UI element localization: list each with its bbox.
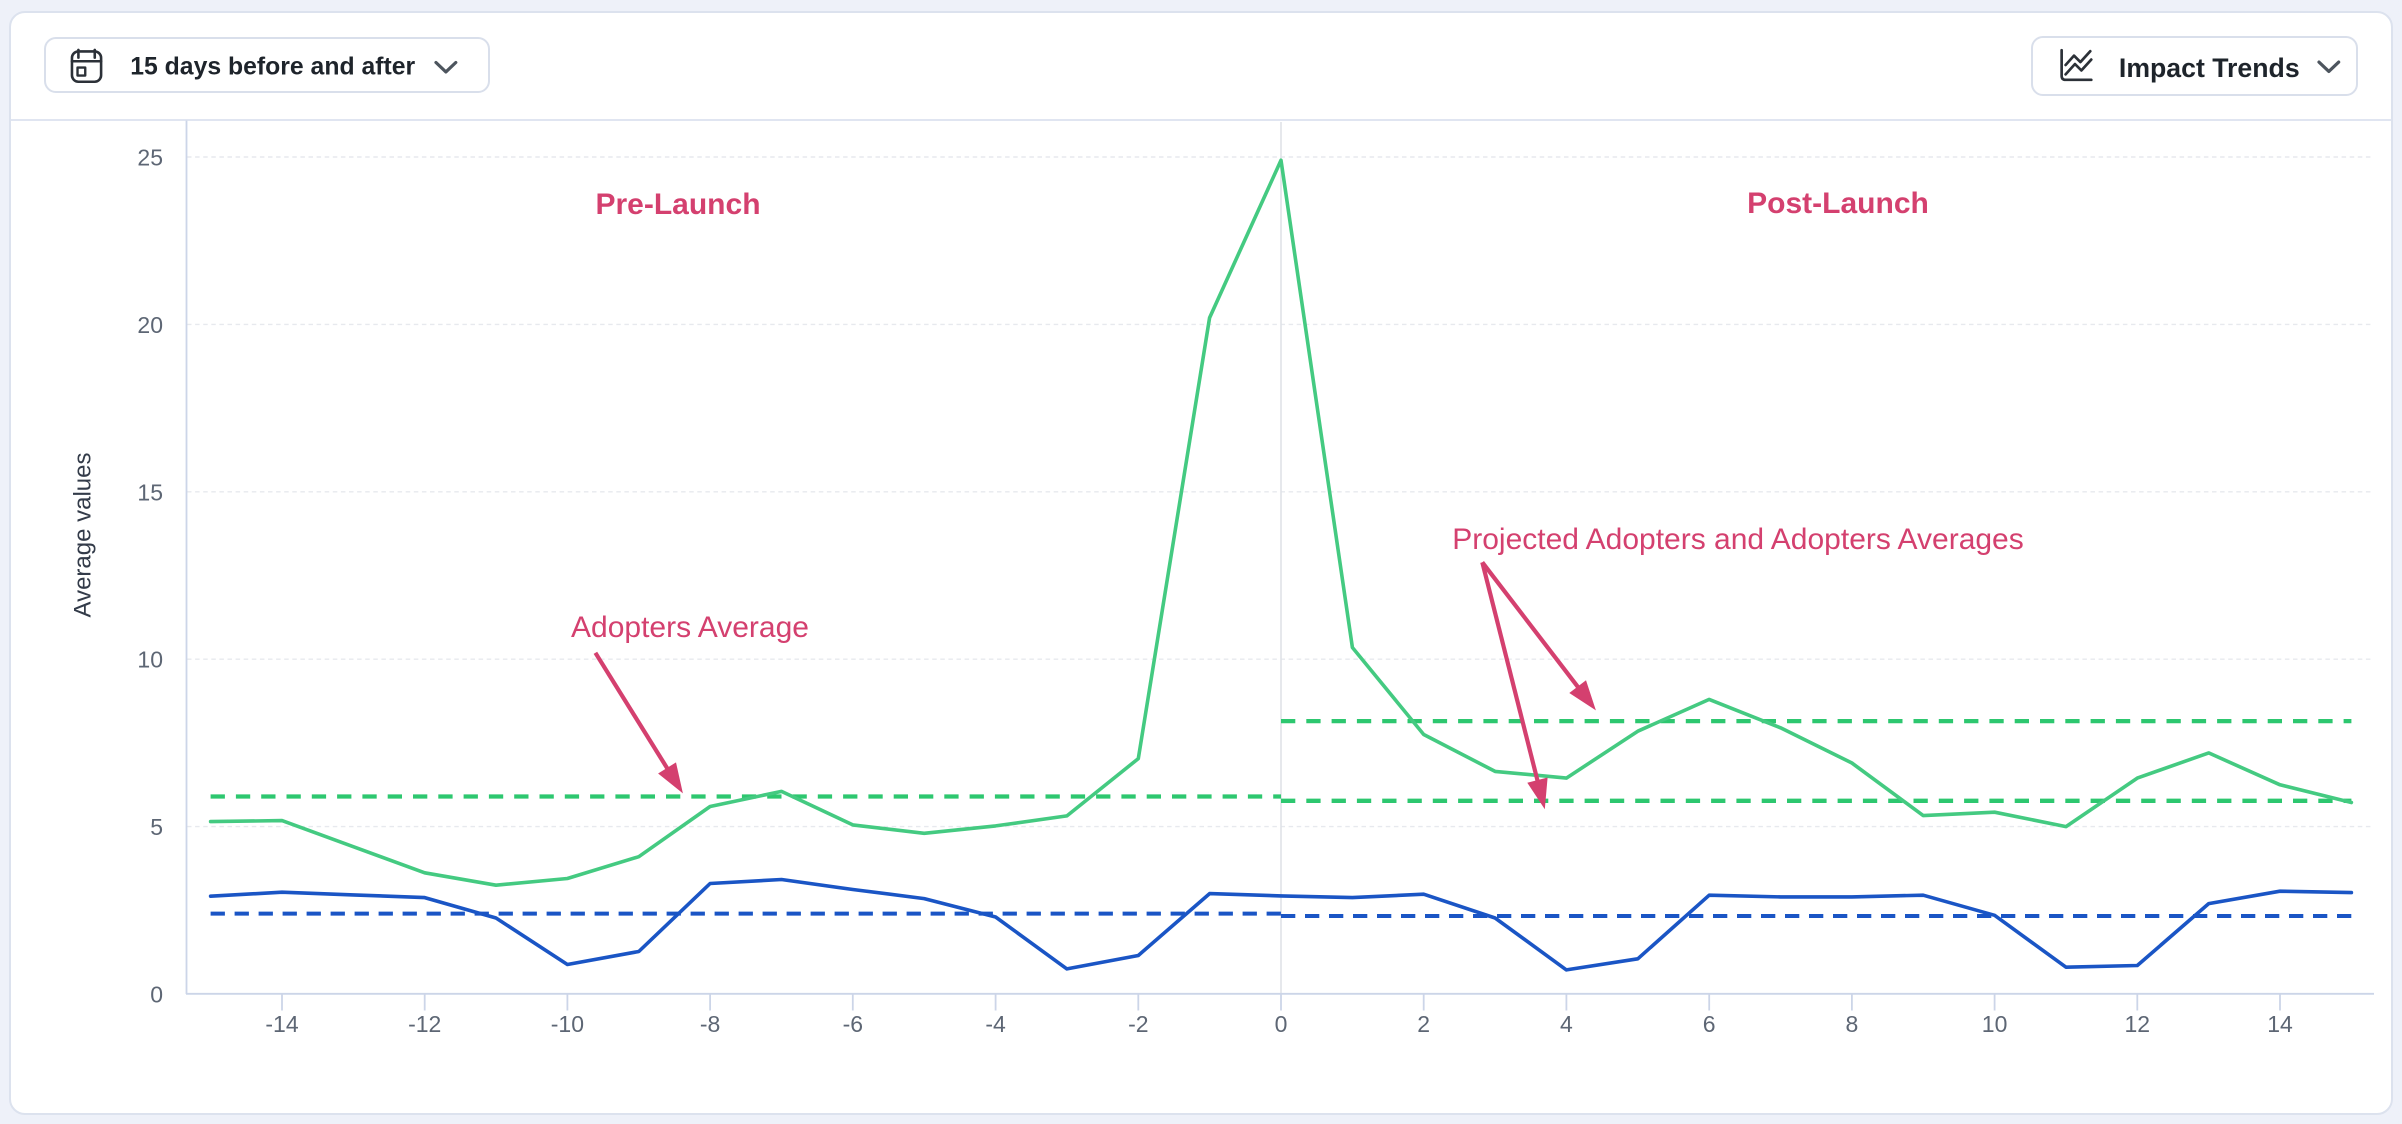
svg-text:25: 25	[137, 145, 163, 171]
svg-text:Pre-Launch: Pre-Launch	[595, 188, 760, 221]
svg-text:-10: -10	[551, 1011, 584, 1037]
svg-text:Adopters Average: Adopters Average	[571, 611, 809, 644]
svg-text:8: 8	[1846, 1011, 1859, 1037]
svg-text:20: 20	[137, 312, 163, 338]
svg-text:Average values: Average values	[70, 453, 97, 618]
svg-text:0: 0	[1275, 1011, 1288, 1037]
svg-text:Impact Trends: Impact Trends	[2119, 53, 2300, 83]
svg-text:5: 5	[150, 814, 163, 840]
svg-text:Projected Adopters and Adopter: Projected Adopters and Adopters Averages	[1452, 523, 2024, 556]
svg-text:0: 0	[150, 982, 163, 1008]
svg-text:-2: -2	[1128, 1011, 1148, 1037]
svg-text:-6: -6	[843, 1011, 863, 1037]
svg-text:4: 4	[1560, 1011, 1573, 1037]
svg-text:10: 10	[137, 647, 163, 673]
svg-text:-8: -8	[700, 1011, 720, 1037]
svg-text:6: 6	[1703, 1011, 1716, 1037]
svg-text:-4: -4	[985, 1011, 1006, 1037]
svg-text:12: 12	[2125, 1011, 2151, 1037]
svg-text:2: 2	[1417, 1011, 1430, 1037]
svg-text:Post-Launch: Post-Launch	[1747, 187, 1929, 220]
svg-text:-12: -12	[408, 1011, 441, 1037]
svg-text:15: 15	[137, 479, 163, 505]
svg-text:-14: -14	[265, 1011, 298, 1037]
svg-text:15 days before and after: 15 days before and after	[130, 53, 415, 80]
svg-text:10: 10	[1982, 1011, 2008, 1037]
svg-text:14: 14	[2267, 1011, 2293, 1037]
